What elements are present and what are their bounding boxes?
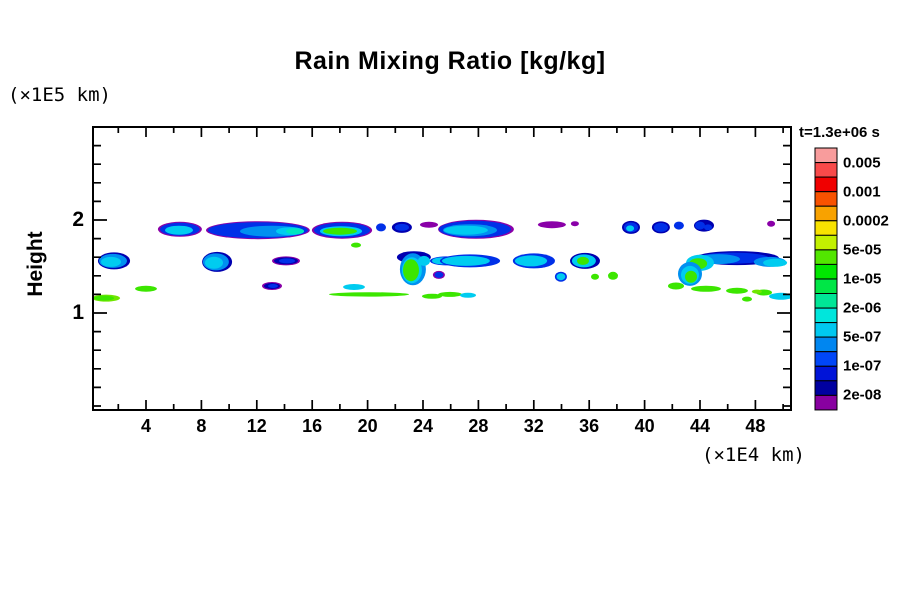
colorbar-label: 5e-05 xyxy=(843,241,882,259)
rain-blob xyxy=(626,225,635,232)
rain-blob xyxy=(653,222,669,232)
rain-blob xyxy=(394,223,409,231)
colorbar-box xyxy=(814,307,838,324)
x-tick-label: 44 xyxy=(689,416,711,436)
rain-blob xyxy=(668,282,684,290)
rain-field xyxy=(94,219,790,302)
colorbar-label: 1e-05 xyxy=(843,270,882,288)
rain-blob xyxy=(751,289,762,294)
rain-blob xyxy=(205,256,223,269)
colorbar-label: 0.005 xyxy=(843,154,881,172)
chart-title: Rain Mixing Ratio [kg/kg] xyxy=(294,47,606,75)
rain-blob xyxy=(537,221,566,229)
rain-blob xyxy=(726,287,748,294)
x-tick-label: 36 xyxy=(579,416,600,436)
rain-blob xyxy=(441,255,490,266)
y-axis-title: Height xyxy=(24,231,47,297)
colorbar-box xyxy=(814,322,838,338)
colorbar-box xyxy=(814,293,838,309)
y-tick-label: 2 xyxy=(72,208,84,231)
rain-blob xyxy=(673,221,684,230)
colorbar-box xyxy=(814,162,838,178)
x-axis-unit-label: (×1E4 km) xyxy=(702,444,805,466)
colorbar-box xyxy=(814,249,838,265)
rain-blob xyxy=(763,258,788,267)
colorbar-box xyxy=(814,234,838,251)
rain-blob xyxy=(695,221,705,230)
y-tick-label: 1 xyxy=(72,301,84,324)
rain-blob xyxy=(570,221,579,227)
colorbar-box xyxy=(814,336,838,353)
x-tick-label: 4 xyxy=(140,416,152,436)
colorbar-label: 0.001 xyxy=(843,183,881,201)
rain-blob xyxy=(403,259,419,282)
colorbar-box xyxy=(814,351,838,367)
rain-blob xyxy=(343,284,365,290)
rain-blob xyxy=(101,256,121,267)
rain-blob xyxy=(434,271,444,278)
rain-blob xyxy=(438,291,462,297)
colorbar-box xyxy=(814,220,838,236)
x-tick-label: 40 xyxy=(634,416,655,436)
colorbar-label: 0.0002 xyxy=(843,212,889,230)
colorbar-box xyxy=(814,365,838,382)
rain-blob xyxy=(135,285,157,292)
colorbar-box xyxy=(814,394,838,411)
rain-blob xyxy=(268,284,278,288)
rain-blob xyxy=(420,221,438,228)
rain-blob xyxy=(685,270,697,283)
colorbar-box xyxy=(814,191,838,207)
x-tick-label: 20 xyxy=(357,416,378,436)
rain-blob xyxy=(591,273,599,280)
colorbar-label: 5e-07 xyxy=(843,328,882,346)
plot-frame xyxy=(92,126,792,411)
rain-blob xyxy=(767,220,776,227)
x-tick-label: 32 xyxy=(523,416,544,436)
colorbar-box xyxy=(814,278,838,295)
rain-blob xyxy=(418,255,430,266)
rain-blob xyxy=(286,228,304,235)
rain-blob xyxy=(165,225,193,235)
x-tick-label: 12 xyxy=(246,416,267,436)
x-tick-label: 8 xyxy=(196,416,207,436)
rain-blob xyxy=(323,227,357,235)
colorbar-label: 1e-07 xyxy=(843,357,882,375)
rain-blob xyxy=(577,256,589,265)
x-tick-label: 16 xyxy=(302,416,323,436)
rain-blob xyxy=(376,223,386,232)
x-tick-label: 48 xyxy=(745,416,766,436)
y-axis-unit-label: (×1E5 km) xyxy=(8,84,111,106)
time-annotation: t=1.3e+06 s xyxy=(799,124,880,141)
rain-blob xyxy=(514,255,548,267)
colorbar-box xyxy=(814,176,838,193)
colorbar-box xyxy=(814,205,838,222)
rain-blob xyxy=(691,285,721,292)
colorbar-label: 2e-06 xyxy=(843,299,882,317)
colorbar-label: 2e-08 xyxy=(843,386,882,404)
colorbar-box xyxy=(814,380,838,396)
rain-blob xyxy=(443,225,488,235)
rain-blob xyxy=(422,293,442,299)
rain-blob xyxy=(351,242,361,248)
colorbar-box xyxy=(814,263,838,280)
colorbar-box xyxy=(814,147,838,164)
rain-blob xyxy=(94,295,114,301)
rain-blob xyxy=(742,296,752,302)
x-tick-label: 24 xyxy=(412,416,434,436)
axis-ticks xyxy=(94,128,790,409)
rain-blob xyxy=(460,292,476,298)
rain-blob xyxy=(279,258,295,264)
rain-blob xyxy=(556,273,566,281)
rain-blob xyxy=(329,292,409,297)
rain-blob xyxy=(704,224,712,231)
rain-blob xyxy=(608,271,618,280)
x-tick-label: 28 xyxy=(468,416,489,436)
